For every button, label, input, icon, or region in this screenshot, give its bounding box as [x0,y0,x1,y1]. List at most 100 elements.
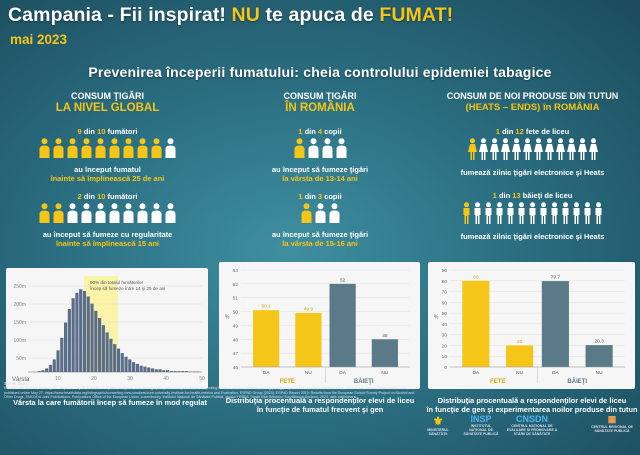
girl-icons [425,138,640,165]
histogram-bar [37,371,41,372]
histogram-bar [169,371,173,372]
y-tick-label: 50m [16,356,26,362]
histogram-bar [86,296,90,372]
person-icon [81,203,92,228]
person-icon [95,138,106,163]
x-tick-label: DA [473,370,480,376]
y-tick-label: 53 [233,268,239,274]
page-headline: Prevenirea începerii fumatului: cheia co… [88,64,552,80]
person-icon [294,138,305,163]
histogram-bar [71,298,75,372]
person-icon [39,138,50,163]
histogram-bar [181,371,185,372]
x-tick-label: DA [552,370,559,376]
histogram-bar [150,368,155,372]
person-icon [165,138,176,163]
histogram-bar [158,369,162,372]
girl-icon [489,138,499,165]
girl-icon [544,138,554,165]
y-tick-label: 0 [444,365,447,371]
boy-icon [528,202,537,229]
y-tick-label: 200m [13,302,26,308]
text-romania-1: au început să fumeze ţigări la vârsta de … [271,165,369,183]
histogram-bar [162,370,166,372]
boy-icon [462,202,471,229]
heading-in-romania: ÎN ROMÂNIA [285,102,355,114]
histogram-bar [177,371,181,372]
person-icon [151,138,162,163]
histogram-bar [143,366,147,372]
people-icons-romania-1 [215,138,425,163]
bar-value-label: 49.9 [304,306,314,312]
logo-crsp: ▦ CENTRUL REGIONAL DE SĂNĂTATE PUBLICĂ [591,414,633,433]
y-tick-label: 52 [233,282,239,288]
bar [541,281,569,367]
stat-romania-2: 1 din 3 copii [298,192,342,201]
girl-icon [588,138,598,165]
histogram-bar [101,325,105,372]
bar-value-label: 20.3 [594,339,604,345]
bar-value-label: 52 [340,277,346,283]
people-icons-global-1 [0,138,215,163]
column-new-products: CONSUM DE NOI PRODUSE DIN TUTUN (HEATS –… [425,91,640,241]
bar-value-label: 48 [382,333,388,339]
girl-icon [511,138,521,165]
histogram-bar [135,363,139,372]
people-icons-romania-2 [215,203,425,228]
histogram-bar [128,359,132,372]
column-romania: CONSUM ŢIGĂRI ÎN ROMÂNIA 1 din 4 copii a… [215,91,425,248]
histogram-bar [52,359,56,372]
group-label-baieti: BĂIEŢI [354,378,374,385]
x-tick-label: 40 [163,376,169,382]
x-tick-label: 50 [199,376,205,382]
histogram-bar [75,292,79,372]
x-tick-label: 10 [55,376,61,382]
girl-icon [467,138,477,165]
person-icon [123,138,134,163]
stat-boys: 1 din 13 băieţi de liceu [492,191,573,200]
person-icon [137,138,148,163]
histogram-bar [109,338,113,372]
y-tick-label: 150m [13,320,26,326]
bar-value-label: 50.1 [261,304,271,310]
girl-icon [500,138,510,165]
x-tick-label: DA [263,370,270,376]
y-tick-label: 47 [233,351,239,357]
caption-histogram: Vârsta la care fumătorii încep să fumeze… [13,398,207,407]
y-tick-label: 20 [442,343,448,349]
bar-value-label: 80 [473,274,479,280]
chart-smoking-by-gender-svg: 53 52 51 50 49 48 47 46% 50.1 DA 49.9 NU 52 DA 48 NU FET… [225,268,410,385]
histogram-bar [98,318,102,372]
y-axis-label: % [434,315,439,321]
text-romania-2: au început să fumeze ţigări la vârsta de … [271,230,369,248]
x-tick-label: DA [339,370,346,376]
group-label-fete: FETE [490,379,505,385]
annotation-line-2: încep să fumeze între 14 și 25 de ani [89,286,165,291]
histogram-bar [79,289,83,372]
y-tick-label: 48 [233,337,239,343]
bar [506,345,534,367]
y-tick-label: 100m [13,338,26,344]
person-icon [301,203,312,228]
stat-romania-1: 1 din 4 copii [298,127,342,136]
boy-icon [506,202,515,229]
boy-icons [425,202,640,229]
bar [585,345,613,367]
histogram-bar [139,365,143,372]
person-icon [315,203,326,228]
person-icon [329,203,340,228]
stat-global-2: 2 din 10 fumători [77,192,138,201]
person-icon [95,203,106,228]
y-tick-label: 70 [442,290,448,296]
bar [253,310,280,367]
person-icon [67,203,78,228]
histogram-bar [147,367,151,372]
bar [329,283,356,367]
person-icon [165,203,176,228]
text-global-1: au început fumatul înainte să împlinească… [50,165,165,183]
chart-smoking-by-gender: 53 52 51 50 49 48 47 46% 50.1 DA 49.9 NU 52 DA 48 NU FET… [219,262,420,389]
girl-icon [577,138,587,165]
text-girls: fumează zilnic ţigări electronice şi Hea… [460,168,605,177]
person-icon [109,203,120,228]
bar-value-label: 79.7 [551,275,561,281]
